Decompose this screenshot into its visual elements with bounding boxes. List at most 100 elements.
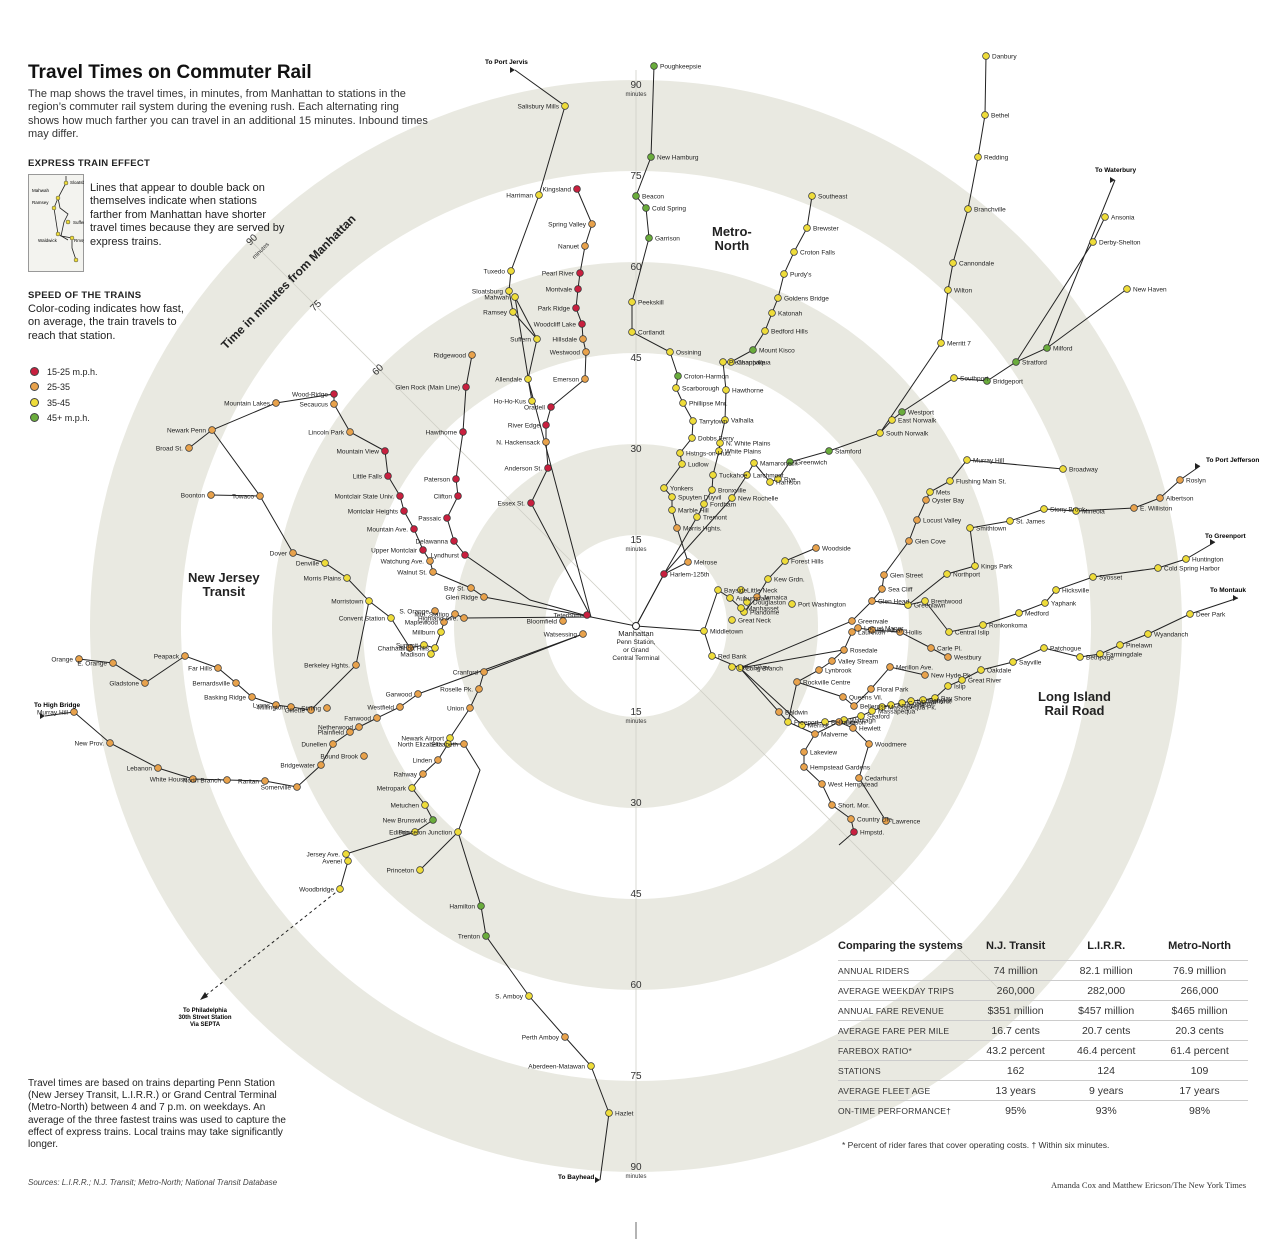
station-dot	[321, 559, 329, 567]
station-dot	[708, 486, 716, 494]
station-label: Salisbury Mills	[517, 104, 559, 111]
ring-label: 15	[630, 535, 642, 546]
station-dot	[964, 205, 972, 213]
station-label: Lynbrook	[825, 668, 852, 675]
station-dot	[907, 697, 915, 705]
station-dot	[452, 475, 460, 483]
station-label: Kingsland	[542, 187, 571, 194]
station-label: Lakeview	[810, 750, 837, 757]
station-label: Hawthorne	[426, 430, 458, 437]
station-label: Auburndale	[736, 596, 770, 603]
cell: $351 million	[970, 1000, 1062, 1021]
station-dot	[587, 1062, 595, 1070]
station-dot	[355, 723, 363, 731]
cell: 98%	[1151, 1100, 1248, 1121]
station-label: Mahwah	[484, 295, 509, 302]
station-label: Bronxville	[718, 488, 747, 495]
station-label: Harlem-125th	[670, 572, 710, 579]
destination-label: To Bayhead	[558, 1174, 594, 1181]
station-label: Croton-Harmon	[684, 374, 729, 381]
station-dot	[896, 628, 904, 636]
station-dot	[868, 597, 876, 605]
station-dot	[728, 663, 736, 671]
station-label: Mineola	[1082, 509, 1105, 516]
station-label: Purdy's	[790, 272, 812, 279]
station-dot	[674, 372, 682, 380]
station-dot	[921, 597, 929, 605]
destination-label: To Port Jervis	[485, 59, 528, 66]
legend-label: 35-45	[47, 398, 71, 408]
station-label: Somerville	[261, 785, 292, 792]
station-label: Montvale	[546, 287, 573, 294]
page-title: Travel Times on Commuter Rail	[28, 62, 312, 83]
station-label: Peapack	[154, 654, 180, 661]
station-label: Denville	[296, 561, 320, 568]
station-dot	[1015, 609, 1023, 617]
station-dot	[803, 224, 811, 232]
station-label: Glen Ridge	[445, 595, 478, 602]
station-dot	[743, 598, 751, 606]
station-dot	[583, 611, 591, 619]
metro-north-name: Metro- North	[712, 224, 752, 254]
station-dot	[561, 102, 569, 110]
station-label: Jamaica	[763, 595, 788, 602]
station-dot	[387, 614, 395, 622]
station-dot	[981, 111, 989, 119]
station-label: Greenvale	[858, 619, 888, 626]
station-dot	[573, 185, 581, 193]
station-dot	[434, 756, 442, 764]
station-dot	[660, 484, 668, 492]
station-dot	[673, 524, 681, 532]
station-dot	[971, 562, 979, 570]
system-name-line: Long Island	[1038, 689, 1111, 704]
station-label: Southport	[960, 376, 988, 383]
station-label: North Branch	[183, 778, 222, 785]
station-dot	[1101, 213, 1109, 221]
station-dot	[261, 777, 269, 785]
credit: Amanda Cox and Matthew Ericson/The New Y…	[1050, 1180, 1246, 1190]
station-dot	[793, 678, 801, 686]
cell: 16.7 cents	[970, 1020, 1062, 1041]
station-label: Tuckahoe	[719, 473, 748, 480]
station-dot	[535, 191, 543, 199]
station-dot	[416, 866, 424, 874]
station-label: Bellerose	[860, 704, 887, 711]
cell: 20.7 cents	[1061, 1020, 1152, 1041]
station-dot	[774, 294, 782, 302]
rail-track	[796, 666, 926, 707]
station-dot	[336, 885, 344, 893]
station-dot	[726, 594, 734, 602]
station-dot	[605, 1109, 613, 1117]
cell: 109	[1151, 1060, 1248, 1081]
station-dot	[768, 309, 776, 317]
station-label: Aberdeen-Matawan	[528, 1064, 585, 1071]
station-dot	[887, 701, 895, 709]
station-label: Watsessing	[544, 632, 578, 639]
rail-track	[631, 65, 694, 627]
station-dot	[750, 459, 758, 467]
station-label: Spring Valley	[548, 222, 587, 229]
station-dot	[214, 664, 222, 672]
station-label: Glen Head	[878, 599, 909, 606]
station-label: Walnut St.	[397, 570, 427, 577]
station-label: Broadway	[1069, 467, 1099, 474]
station-dot	[666, 348, 674, 356]
station-label: Murray Hill	[973, 458, 1005, 465]
station-label: Glen Street	[890, 573, 923, 580]
station-dot	[828, 801, 836, 809]
station-label: Bethpage	[1086, 655, 1114, 662]
table-row: AVERAGE FLEET AGE 13 years 9 years 17 years	[838, 1080, 1248, 1101]
station-dot	[482, 932, 490, 940]
station-dot	[466, 704, 474, 712]
legend-dot	[30, 413, 39, 422]
station-label: Brewster	[813, 226, 839, 233]
station-dot	[728, 494, 736, 502]
station-dot	[786, 458, 794, 466]
station-label: Locust Manor	[864, 626, 904, 633]
station-label: Clifton	[434, 494, 453, 501]
station-label: Malverne	[821, 732, 848, 739]
station-dot	[293, 783, 301, 791]
sources: Sources: L.I.R.R.; N.J. Transit; Metro-N…	[28, 1178, 278, 1187]
comparison-table: Comparing the systems N.J. Transit L.I.R…	[838, 940, 1248, 1121]
station-dot	[307, 706, 315, 714]
